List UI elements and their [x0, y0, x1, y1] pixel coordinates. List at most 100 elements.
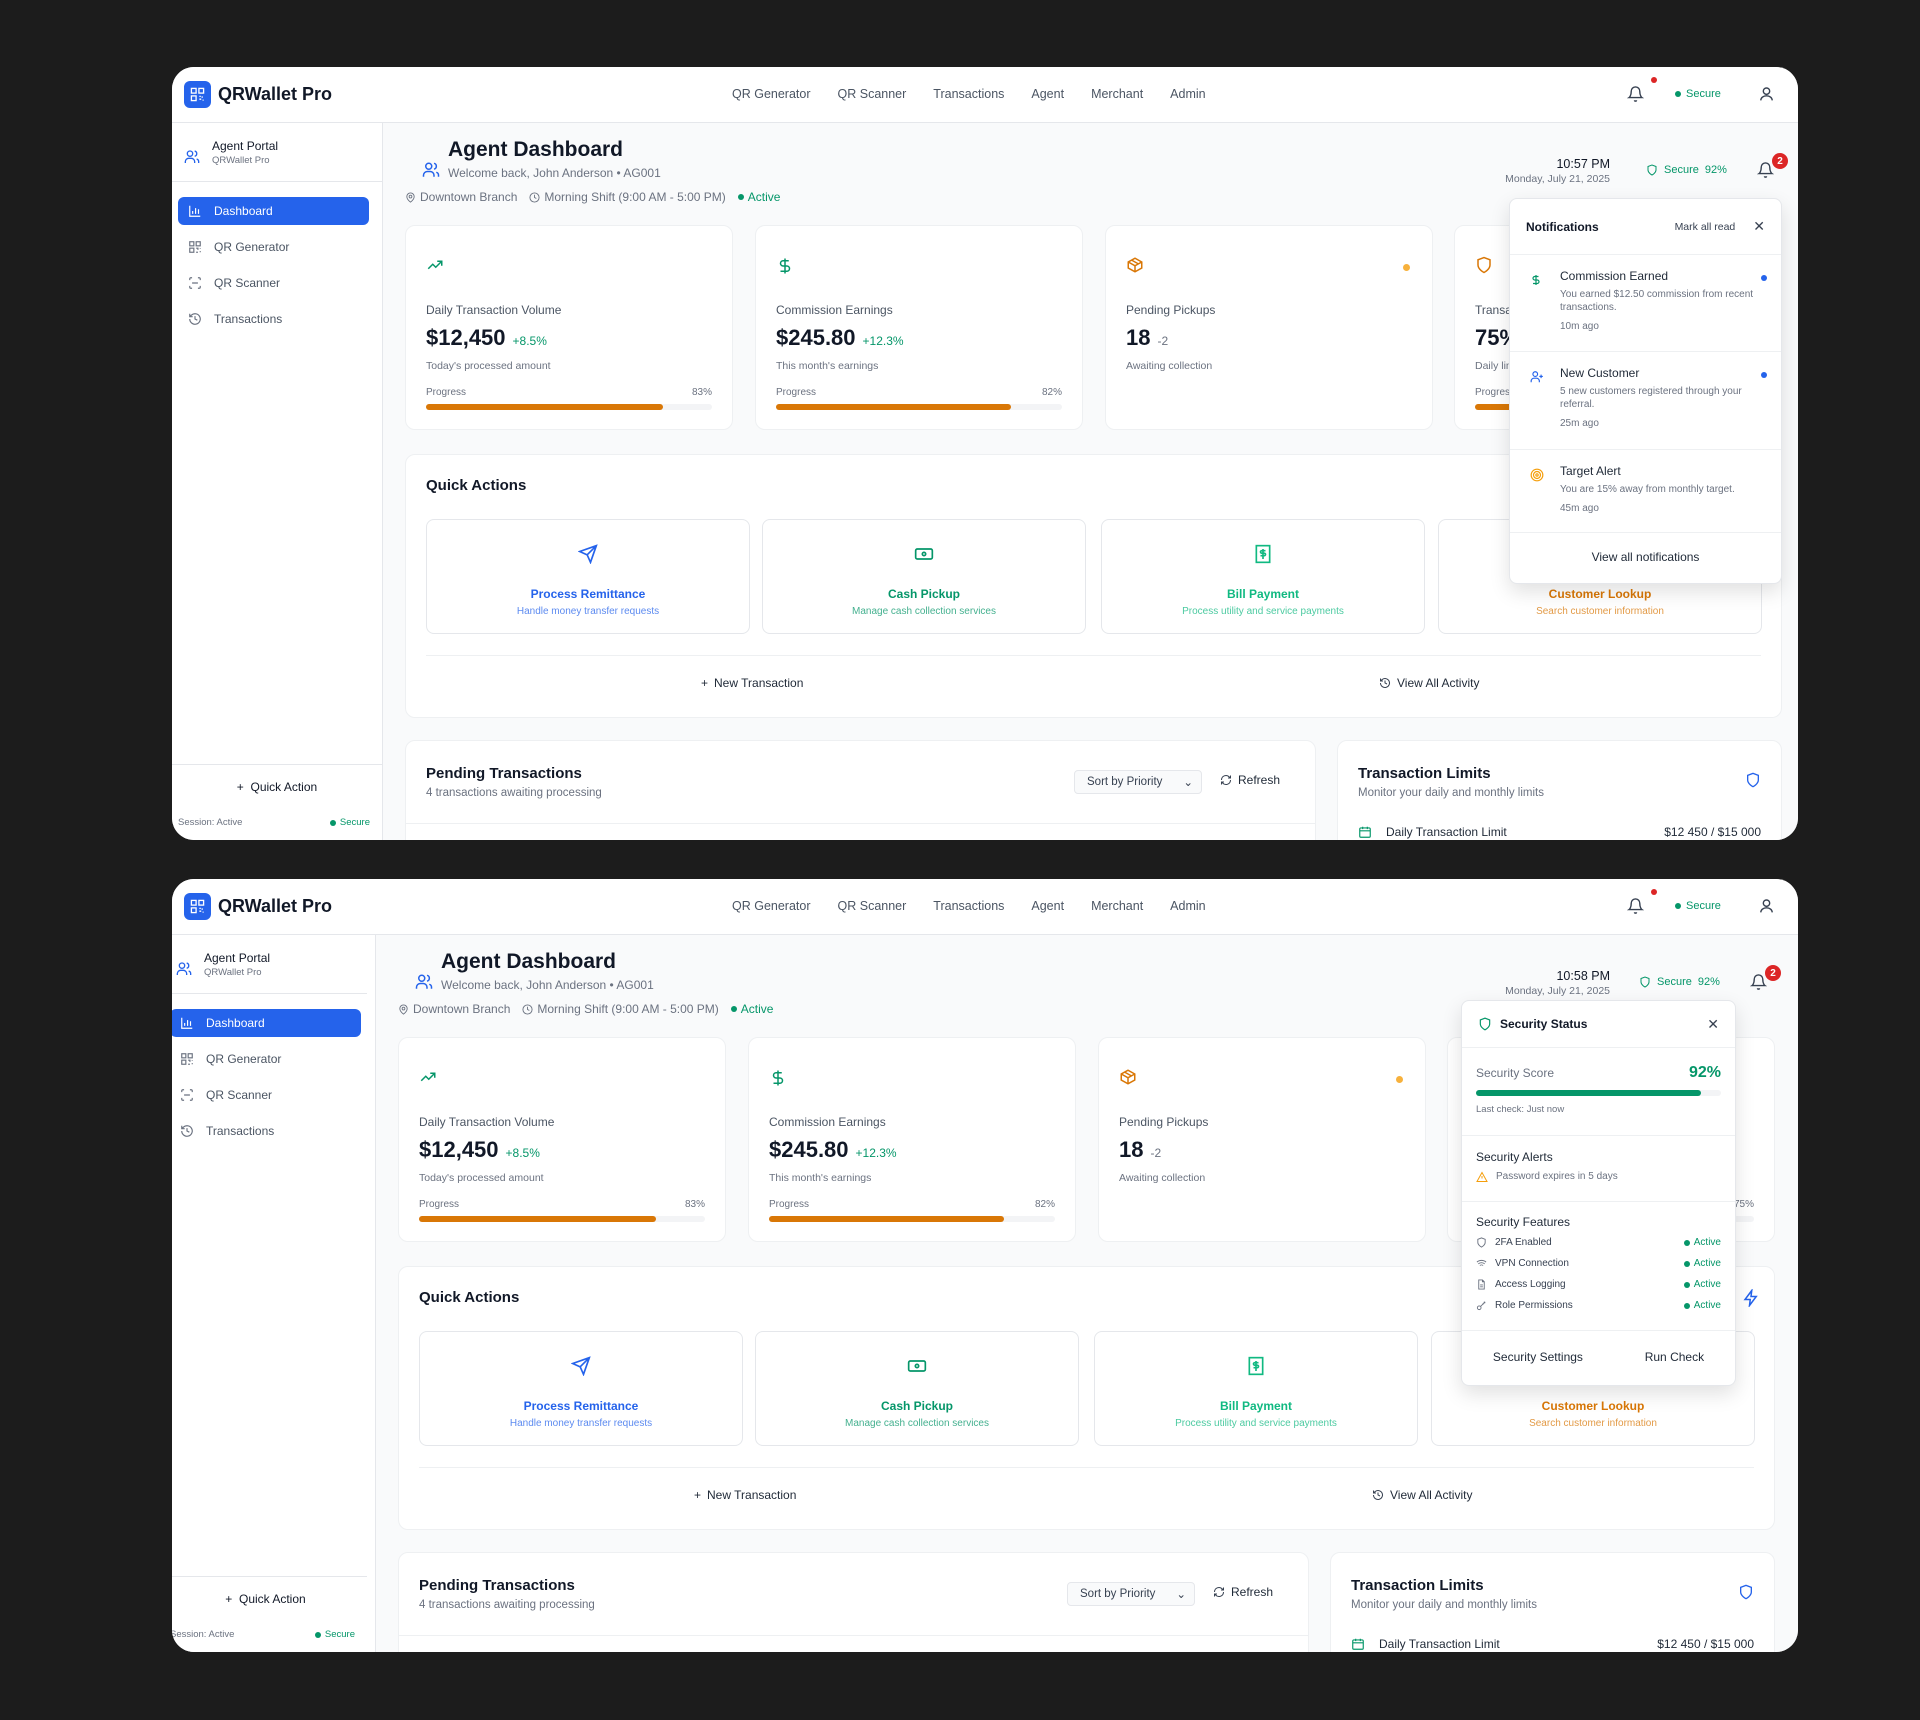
notifications-bell-icon[interactable]: [1756, 161, 1775, 184]
action-bill-payment[interactable]: Bill Payment Process utility and service…: [1094, 1331, 1418, 1446]
action-subtitle: Manage cash collection services: [852, 606, 996, 617]
notification-count-badge: 2: [1772, 153, 1788, 169]
nav-admin[interactable]: Admin: [1170, 899, 1206, 913]
action-process-remittance[interactable]: Process Remittance Handle money transfer…: [426, 519, 750, 634]
status-badge: Active: [740, 1002, 774, 1016]
quick-action-button[interactable]: + Quick Action: [172, 780, 382, 794]
view-all-activity-button[interactable]: View All Activity: [1379, 676, 1479, 690]
action-process-remittance[interactable]: Process Remittance Handle money transfer…: [419, 1331, 743, 1446]
user-icon[interactable]: [1758, 897, 1775, 920]
plus-icon: +: [225, 1592, 239, 1606]
stat-value: $245.80: [769, 1137, 849, 1162]
divider: [172, 764, 382, 765]
action-subtitle: Search customer information: [1529, 1418, 1657, 1429]
nav-admin[interactable]: Admin: [1170, 87, 1206, 101]
refresh-button[interactable]: Refresh: [1213, 1585, 1273, 1599]
session-status: Session: Active Secure: [172, 1629, 355, 1640]
nav-merchant[interactable]: Merchant: [1091, 899, 1144, 913]
sort-select[interactable]: Sort by Priority ⌄: [1074, 770, 1202, 794]
history-icon: [1380, 678, 1390, 688]
security-settings-button[interactable]: Security Settings: [1492, 1350, 1583, 1364]
alert-text: Password expires in 5 days: [1496, 1171, 1618, 1182]
nav-agent[interactable]: Agent: [1031, 87, 1065, 101]
notification-item[interactable]: Target Alert You are 15% away from month…: [1510, 450, 1781, 533]
qr-logo-icon[interactable]: [184, 893, 211, 920]
sort-select[interactable]: Sort by Priority ⌄: [1067, 1582, 1195, 1606]
sidebar-item-transactions[interactable]: Transactions: [172, 1117, 361, 1145]
sidebar-item-transactions[interactable]: Transactions: [178, 305, 369, 333]
nav-transactions[interactable]: Transactions: [933, 899, 1005, 913]
action-title: Process Remittance: [530, 587, 646, 601]
nav-agent[interactable]: Agent: [1031, 899, 1065, 913]
bell-icon[interactable]: [1626, 85, 1645, 108]
brand-name[interactable]: QRWallet Pro: [218, 84, 333, 104]
security-status-button[interactable]: Secure 92%: [1639, 976, 1720, 988]
sidebar-item-qr-scanner[interactable]: QR Scanner: [178, 269, 369, 297]
nav-qr-generator[interactable]: QR Generator: [732, 899, 811, 913]
divider: [172, 993, 367, 994]
sidebar-item-dashboard[interactable]: Dashboard: [178, 197, 369, 225]
sidebar-item-qr-generator[interactable]: QR Generator: [172, 1045, 361, 1073]
wifi-icon: [1476, 1259, 1487, 1268]
notification-item[interactable]: New Customer 5 new customers registered …: [1510, 352, 1781, 450]
quick-action-button[interactable]: + Quick Action: [172, 1592, 367, 1606]
sidebar-item-qr-scanner[interactable]: QR Scanner: [172, 1081, 361, 1109]
nav-qr-scanner[interactable]: QR Scanner: [837, 899, 907, 913]
action-cash-pickup[interactable]: Cash Pickup Manage cash collection servi…: [755, 1331, 1079, 1446]
session-status: Session: Active Secure: [178, 817, 370, 828]
app-window-1: QRWallet Pro QR Generator QR Scanner Tra…: [172, 67, 1798, 840]
target-icon: [1530, 468, 1544, 487]
nav-transactions[interactable]: Transactions: [933, 87, 1005, 101]
sidebar-item-dashboard[interactable]: Dashboard: [172, 1009, 361, 1037]
button-label: Refresh: [1231, 1585, 1274, 1599]
nav-qr-generator[interactable]: QR Generator: [732, 87, 811, 101]
secure-indicator[interactable]: Secure: [1675, 88, 1721, 100]
stat-subtitle: This month's earnings: [776, 360, 879, 372]
close-icon[interactable]: ✕: [1707, 1015, 1719, 1032]
progress-value: 83%: [684, 1199, 705, 1210]
view-all-activity-button[interactable]: View All Activity: [1372, 1488, 1472, 1502]
close-icon[interactable]: ✕: [1753, 218, 1765, 234]
qr-logo-icon[interactable]: [184, 81, 211, 108]
qr-code-icon: [189, 241, 201, 253]
new-transaction-button[interactable]: + New Transaction: [701, 676, 803, 690]
status-dot: [730, 1006, 737, 1012]
view-all-notifications-button[interactable]: View all notifications: [1591, 550, 1700, 564]
progress-value: 82%: [1041, 387, 1062, 398]
section-title: Pending Transactions: [419, 1577, 575, 1594]
refresh-button[interactable]: Refresh: [1220, 773, 1280, 787]
user-icon[interactable]: [1758, 85, 1775, 108]
stat-change: +8.5%: [505, 1146, 540, 1160]
limit-label: Daily Transaction Limit: [1379, 1637, 1500, 1651]
new-transaction-button[interactable]: + New Transaction: [694, 1488, 796, 1502]
portal-subtitle: QRWallet Pro: [204, 967, 262, 978]
brand-name[interactable]: QRWallet Pro: [218, 896, 333, 916]
stat-subtitle: Today's processed amount: [426, 360, 551, 372]
mark-all-read-button[interactable]: Mark all read: [1674, 220, 1736, 233]
action-subtitle: Search customer information: [1536, 606, 1664, 617]
bell-icon[interactable]: [1626, 897, 1645, 920]
sidebar: Agent Portal QRWallet Pro Dashboard QR G…: [172, 935, 376, 1652]
run-check-button[interactable]: Run Check: [1644, 1350, 1705, 1364]
feature-row: Access Logging Active: [1476, 1274, 1721, 1295]
transaction-limits-panel: Transaction Limits Monitor your daily an…: [1337, 740, 1782, 840]
progress-fill: [769, 1216, 1004, 1222]
nav-qr-scanner[interactable]: QR Scanner: [837, 87, 907, 101]
sidebar-item-qr-generator[interactable]: QR Generator: [178, 233, 369, 261]
status-dot: [1683, 1239, 1690, 1246]
security-status-button[interactable]: Secure 92%: [1646, 164, 1727, 176]
notifications-bell-icon[interactable]: [1749, 973, 1768, 996]
stat-change: +12.3%: [855, 1146, 897, 1160]
users-icon: [184, 149, 200, 170]
bar-chart-icon: [181, 1017, 193, 1029]
stat-change: +8.5%: [512, 334, 547, 348]
notification-desc: 5 new customers registered through your …: [1560, 386, 1742, 410]
action-cash-pickup[interactable]: Cash Pickup Manage cash collection servi…: [762, 519, 1086, 634]
secure-indicator[interactable]: Secure: [1675, 900, 1721, 912]
notification-desc: You are 15% away from monthly target.: [1560, 484, 1735, 495]
notification-item[interactable]: Commission Earned You earned $12.50 comm…: [1510, 255, 1781, 352]
section-title: Quick Actions: [419, 1289, 520, 1306]
action-bill-payment[interactable]: Bill Payment Process utility and service…: [1101, 519, 1425, 634]
nav-merchant[interactable]: Merchant: [1091, 87, 1144, 101]
history-icon: [181, 1125, 193, 1137]
